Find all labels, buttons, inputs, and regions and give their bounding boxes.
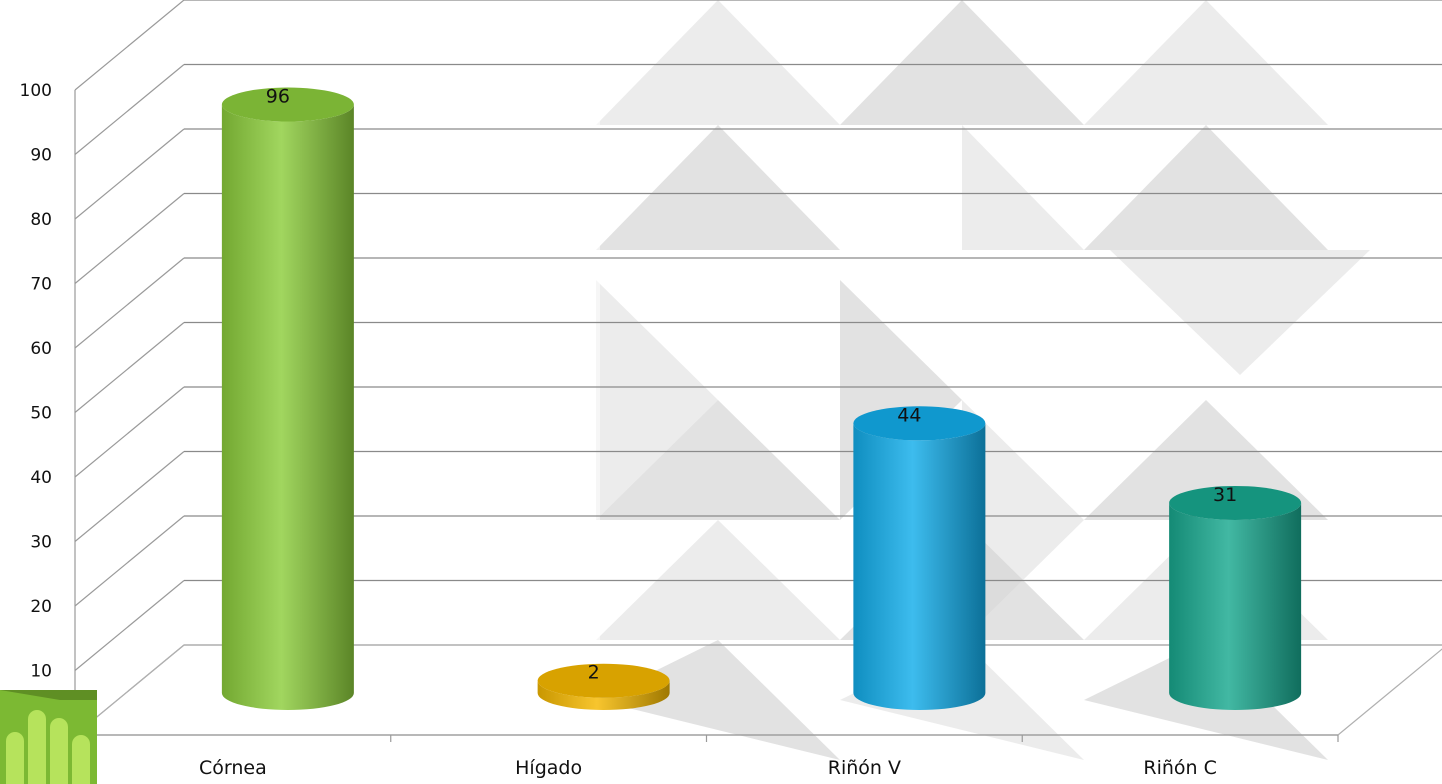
bar-riñón-c	[1169, 485, 1302, 710]
gridlines	[74, 0, 1442, 736]
background-triangle	[596, 125, 840, 250]
logo-column	[6, 732, 24, 784]
x-tick-label: Riñón C	[1143, 757, 1217, 779]
y-tick-label: 30	[30, 533, 52, 553]
bar-top	[537, 663, 670, 698]
x-tick-label: Hígado	[515, 757, 582, 779]
corner-logo	[0, 690, 97, 784]
gridline-depth	[74, 257, 185, 349]
y-tick-label: 10	[30, 662, 52, 682]
background-triangle	[962, 125, 1084, 250]
y-tick-label: 50	[30, 404, 52, 424]
background-triangle	[1084, 0, 1328, 125]
logo-column	[72, 735, 90, 784]
gridline-depth	[74, 64, 185, 155]
bar-top	[853, 406, 986, 441]
bar-body	[853, 423, 986, 710]
background-triangle	[1084, 125, 1328, 250]
y-tick-label: 100	[20, 81, 52, 101]
y-tick-label: 80	[30, 210, 52, 230]
background-triangle	[596, 0, 840, 125]
gridline-depth	[74, 322, 185, 413]
y-tick-label: 70	[30, 275, 52, 295]
gridline-depth	[74, 128, 185, 220]
x-tick-label: Córnea	[199, 757, 267, 779]
background-triangle	[596, 400, 840, 520]
gridline-depth	[74, 580, 185, 671]
data-label: 2	[588, 662, 600, 684]
y-tick-label: 90	[30, 146, 52, 166]
data-label: 31	[1213, 484, 1237, 506]
background-triangle	[596, 280, 718, 520]
bar-body	[537, 680, 670, 710]
bar-riñón-v	[853, 406, 986, 710]
bars	[221, 87, 1302, 710]
labels: 010203040506070809010096Córnea2Hígado44R…	[20, 81, 1238, 779]
gridline-depth	[74, 515, 185, 607]
bar-body	[221, 104, 354, 710]
gridline-depth	[74, 386, 185, 478]
logo-column	[50, 718, 68, 784]
data-label: 44	[897, 404, 921, 426]
y-tick-label: 60	[30, 339, 52, 359]
data-label: 96	[266, 86, 290, 108]
bar-hígado	[537, 663, 670, 710]
gridline-depth	[74, 193, 185, 284]
logo-fold	[0, 690, 97, 700]
bar-córnea	[221, 87, 354, 710]
background-triangle	[840, 0, 1084, 125]
gridline-depth	[74, 451, 185, 542]
chart-background	[596, 0, 1370, 760]
background-triangle	[596, 640, 840, 760]
y-tick-label: 20	[30, 597, 52, 617]
y-tick-label: 40	[30, 468, 52, 488]
bar-body	[1169, 502, 1302, 710]
x-tick-label: Riñón V	[828, 757, 901, 779]
gridline-depth	[74, 0, 185, 91]
bar-top	[1169, 485, 1302, 520]
bar-top	[221, 87, 354, 122]
background-triangle	[1110, 250, 1370, 375]
logo-column	[28, 710, 46, 784]
